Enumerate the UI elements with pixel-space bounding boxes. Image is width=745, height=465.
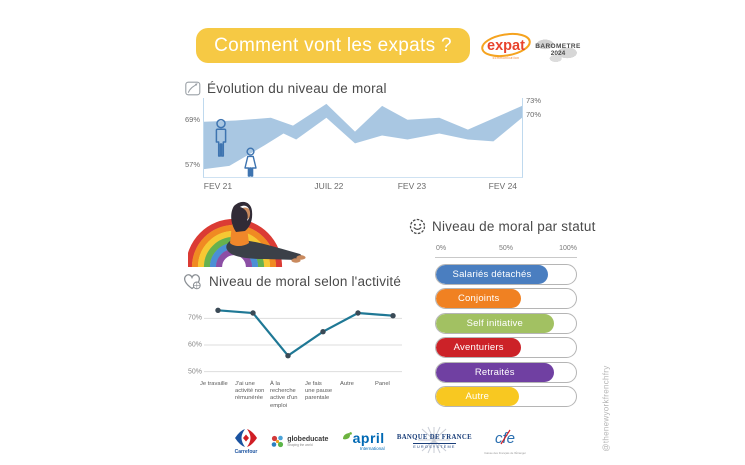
status-scale: 0% 50% 100% (435, 245, 577, 257)
banque-de-france-starburst (418, 426, 451, 453)
activity-category-label: Je travaille (200, 381, 228, 387)
banque-de-france-subtext: EUROSYSTÈME (413, 442, 456, 449)
heart-icon (183, 274, 201, 290)
cfe-icon: cfe (495, 429, 515, 447)
status-bar-track: Retraités (435, 361, 577, 383)
activity-y-axis: 70% 60% 50% (186, 297, 202, 377)
status-bar-track: Conjoints (435, 288, 577, 310)
activity-category-label: À la recherche active d'un emploi (270, 381, 298, 409)
cfe-logo: cfe Caisse des Français de l'Étranger (484, 428, 526, 455)
evolution-right-label-73: 73% (526, 96, 542, 105)
banque-de-france-wordmark: BANQUE DE FRANCE (396, 433, 472, 441)
man-icon (215, 118, 227, 157)
status-section-header: Niveau de moral par statut (409, 218, 596, 235)
status-bar-track: Autre (435, 385, 577, 407)
scale-50: 50% (498, 245, 514, 252)
status-bar-fill: Autre (436, 386, 519, 406)
relaxing-woman-figure (226, 201, 306, 263)
activity-data-point (285, 353, 291, 359)
partner-logos: Carrefour globeducate Shaping the world (234, 421, 526, 461)
evolution-section-header: Évolution du niveau de moral (185, 81, 387, 96)
status-bar-fill: Self initiative (436, 313, 554, 333)
status-bar-label: Self initiative (466, 317, 523, 329)
evolution-area-svg (204, 103, 522, 177)
globeducate-tagline: Shaping the world (287, 442, 313, 447)
social-credit: @thenewyorkfrenchfry (601, 365, 611, 452)
status-bar-fill: Conjoints (436, 289, 522, 309)
expat-swoosh (481, 32, 531, 58)
activity-line (217, 309, 394, 358)
status-bar-track: Self initiative (435, 312, 577, 334)
activity-category-label: J'ai une activité non rémunérée (235, 381, 265, 402)
activity-data-point (355, 310, 361, 316)
globeducate-wordmark: globeducate (287, 435, 329, 443)
woman-icon (244, 147, 257, 177)
activity-y-tick-label: 50% (187, 368, 202, 376)
activity-data-point (390, 313, 396, 319)
evolution-x-axis: FEV 21 JUIL 22 FEV 23 FEV 24 (203, 181, 521, 191)
activity-line-svg (204, 307, 402, 373)
activity-title: Niveau de moral selon l'activité (209, 274, 402, 289)
expat-wordmark: expat (487, 38, 525, 54)
globeducate-logo: globeducate Shaping the world (270, 434, 328, 449)
activity-category-label: Panel (375, 381, 390, 387)
banque-de-france-logo: BANQUE DE FRANCE EUROSYSTÈME (396, 426, 472, 453)
status-scale-rule (435, 257, 577, 258)
april-icon (342, 432, 352, 440)
globeducate-icon (271, 435, 284, 447)
badge-line1: BAROMETRE (535, 43, 581, 50)
april-wordmark: april (352, 430, 385, 446)
scale-100: 100% (559, 245, 577, 252)
status-bar-track: Aventuriers (435, 337, 577, 359)
cfe-subtext: Caisse des Français de l'Étranger (484, 450, 526, 455)
status-title: Niveau de moral par statut (432, 219, 596, 234)
activity-data-point (250, 310, 256, 316)
page-title: Comment vont les expats ? (214, 34, 452, 56)
status-bar-fill: Salariés détachés (436, 265, 548, 284)
activity-data-point (320, 329, 326, 335)
activity-chart: 70% 60% 50% Je travaille J'ai une activité … (186, 297, 402, 415)
evolution-x-tick-label: FEV 21 (203, 181, 233, 191)
april-logo: april International (341, 431, 385, 451)
evolution-chart (203, 98, 523, 178)
evolution-left-label-57: 57% (184, 160, 200, 169)
carrefour-wordmark: Carrefour (234, 448, 258, 455)
scale-0: 0% (436, 245, 447, 252)
rainbow-illustration (188, 201, 306, 268)
status-bar-label: Conjoints (457, 293, 500, 305)
evolution-left-label-69: 69% (184, 115, 200, 124)
activity-category-label: Je fais une pause parentale (305, 381, 333, 402)
evolution-x-tick-label: FEV 24 (488, 181, 518, 191)
evolution-x-tick-label: JUIL 22 (314, 181, 344, 191)
activity-y-tick-label: 70% (187, 314, 202, 322)
status-bar-label: Aventuriers (453, 342, 504, 354)
status-bar-label: Retraités (474, 366, 515, 378)
expat-logo: expat communication (479, 30, 533, 70)
morale-band-area (204, 103, 522, 170)
expat-logo-graphic: expat communication (481, 32, 531, 60)
status-bar-track: Salariés détachés (435, 264, 577, 285)
title-banner: Comment vont les expats ? (196, 28, 470, 63)
activity-data-point (215, 307, 221, 313)
status-bar-chart: Salariés détachés Conjoints Self initiativ… (435, 264, 577, 410)
status-bar-label: Autre (465, 390, 490, 402)
activity-section-header: Niveau de moral selon l'activité (182, 272, 401, 291)
evolution-x-tick-label: FEV 23 (397, 181, 427, 191)
activity-y-tick-label: 60% (187, 341, 202, 349)
evolution-right-label-70: 70% (526, 110, 542, 119)
expat-caption: communication (493, 56, 520, 60)
status-bar-fill: Aventuriers (436, 338, 522, 358)
activity-category-label: Autre (340, 381, 354, 387)
carrefour-icon (235, 428, 257, 447)
status-bar-label: Salariés détachés (452, 269, 532, 280)
evolution-title: Évolution du niveau de moral (207, 81, 387, 96)
status-bar-fill: Retraités (436, 362, 554, 382)
barometre-badge: BAROMETRE 2024 (535, 36, 581, 64)
badge-line2: 2024 (550, 50, 566, 57)
smiley-icon (409, 218, 426, 235)
trend-pen-icon (185, 81, 201, 96)
april-subtext: International (359, 446, 385, 451)
carrefour-logo: Carrefour (234, 428, 258, 455)
